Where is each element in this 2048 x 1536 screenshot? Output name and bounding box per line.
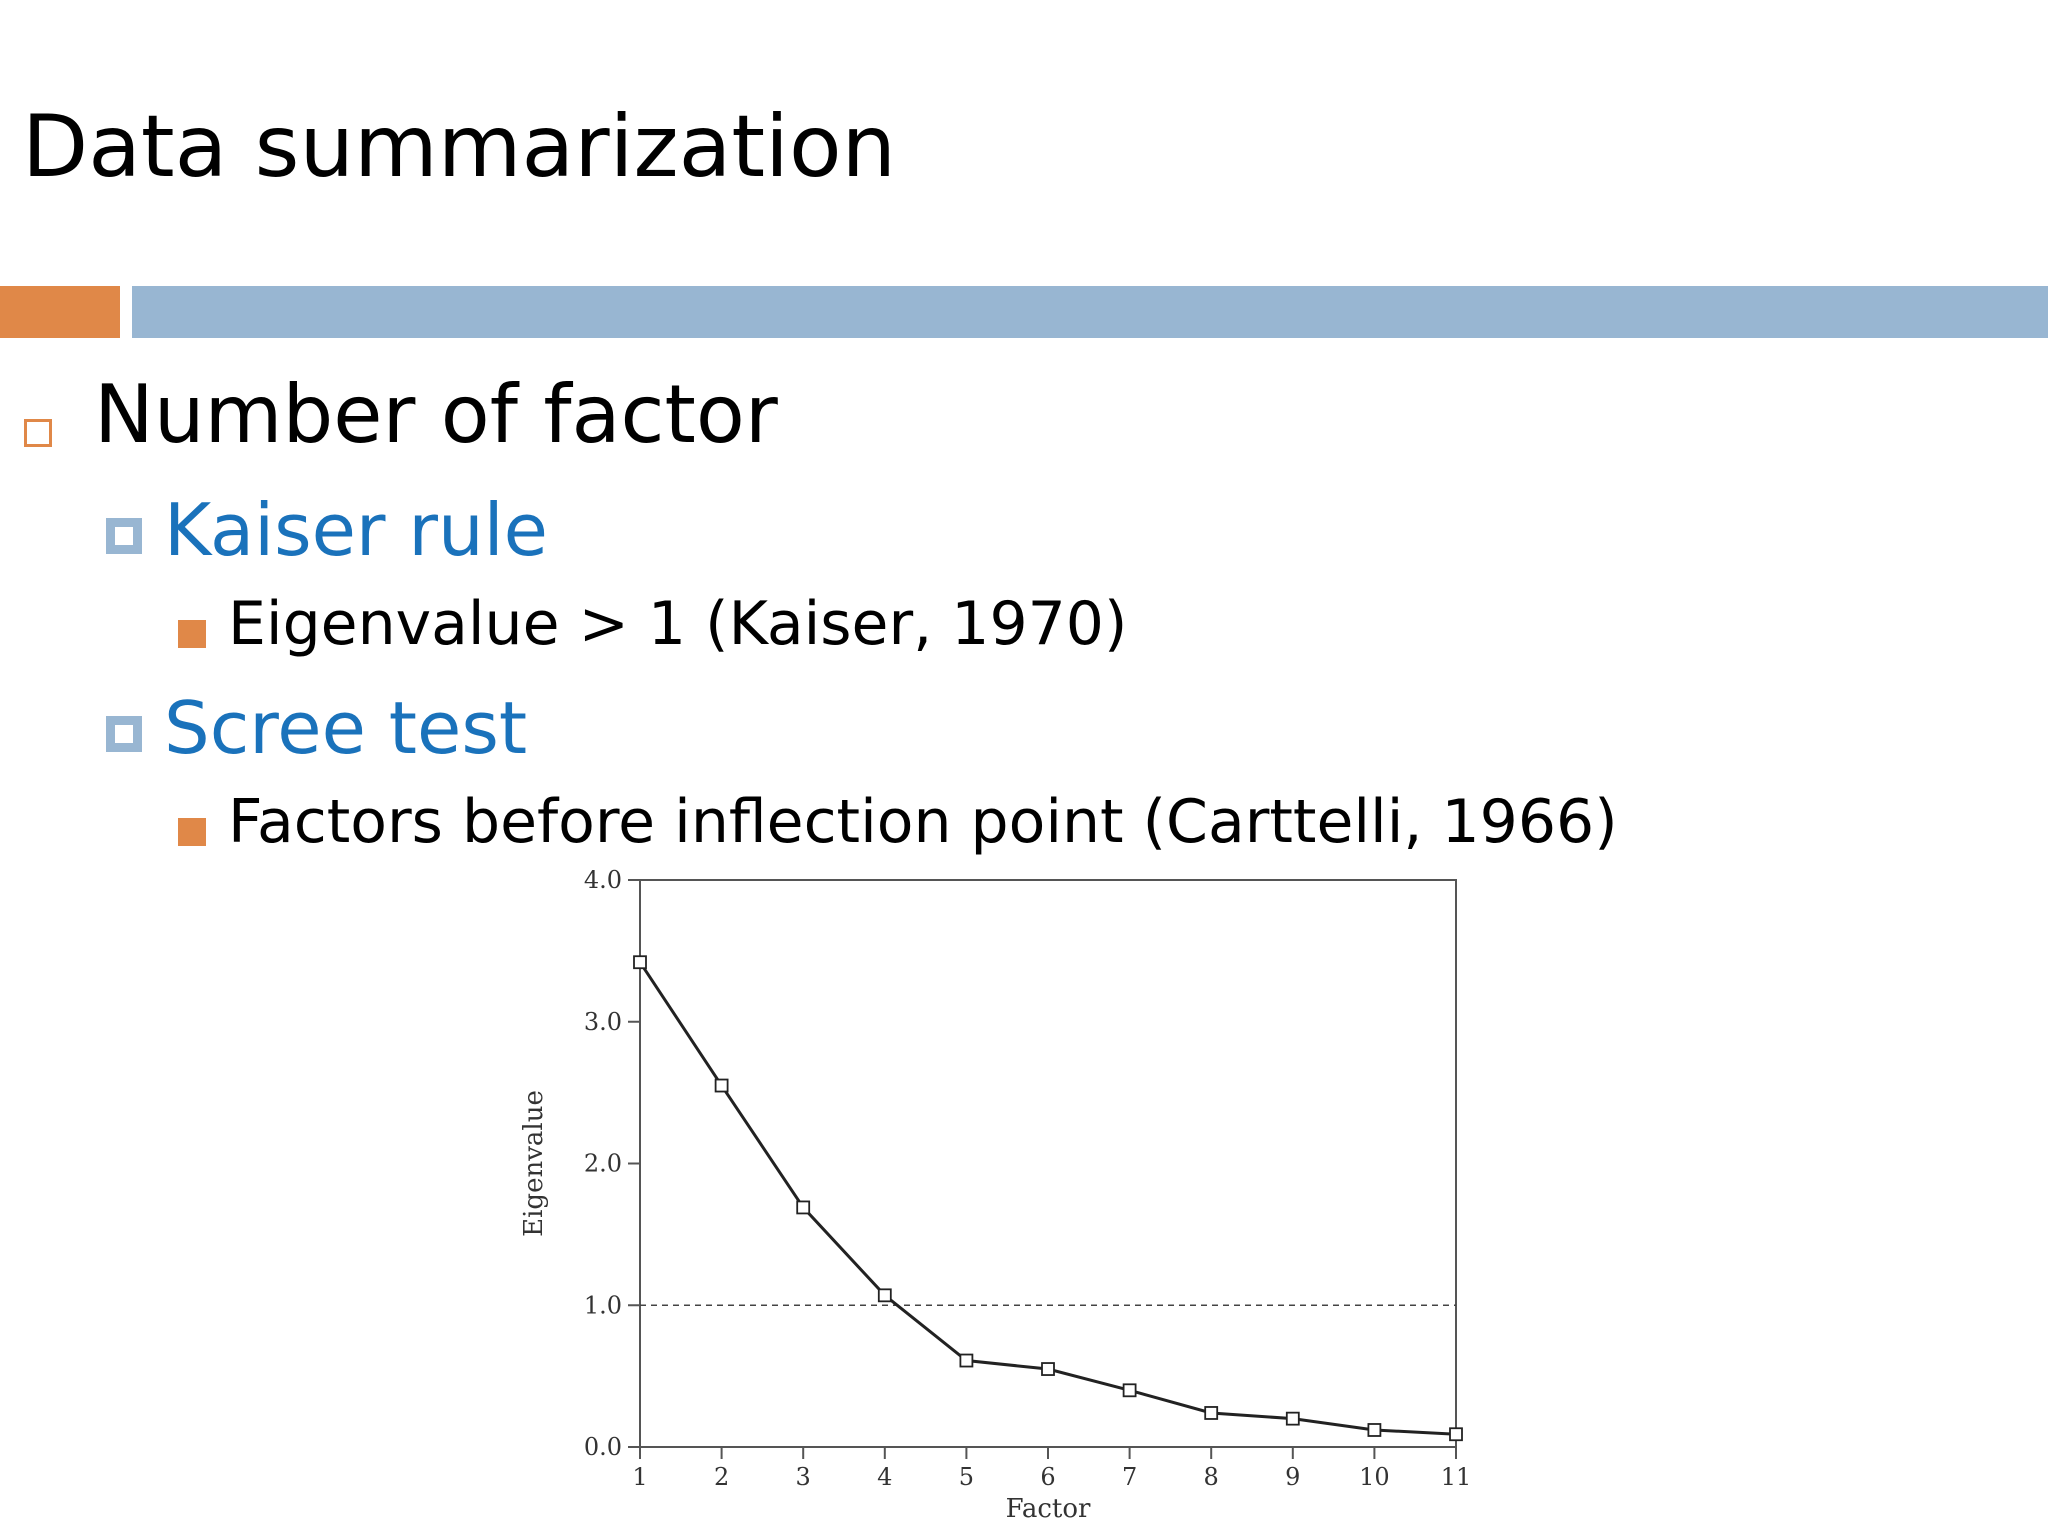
framed-square-bullet-icon: [106, 518, 142, 554]
data-point-marker: [1367, 1423, 1382, 1437]
accent-bar-orange: [0, 286, 120, 338]
x-tick-label: 5: [959, 1463, 974, 1491]
hollow-square-bullet-icon: [24, 419, 52, 447]
bullet-text: Eigenvalue > 1 (Kaiser, 1970): [228, 589, 1128, 659]
data-point-marker: [1285, 1411, 1300, 1426]
y-tick-label: 0.0: [584, 1433, 622, 1461]
x-tick-label: 6: [1040, 1463, 1055, 1491]
y-tick-label: 4.0: [584, 866, 622, 894]
data-point-marker: [959, 1353, 974, 1368]
bullet-text: Number of factor: [94, 368, 778, 461]
scree-plot-svg: 0.0 1.0 2.0 3.0 4.0 1 2 3 4 5 6 7 8 9 10 11 Factor Eigenv…: [519, 866, 1472, 1524]
data-point-marker: [714, 1078, 729, 1093]
data-point-marker: [1204, 1406, 1219, 1420]
data-point-marker: [877, 1288, 892, 1303]
data-point-marker: [796, 1200, 811, 1215]
accent-bar-blue: [132, 286, 2048, 338]
bullet-text: Factors before inflection point (Carttel…: [228, 787, 1618, 857]
plot-frame: [639, 879, 1457, 1448]
framed-square-bullet-icon: [106, 716, 142, 752]
x-tick-label: 10: [1359, 1463, 1390, 1491]
y-tick-label: 1.0: [584, 1291, 622, 1319]
y-tick-label: 3.0: [584, 1008, 622, 1036]
bullet-eigenvalue-rule: Eigenvalue > 1 (Kaiser, 1970): [178, 594, 1127, 654]
x-tick-label: 1: [632, 1463, 647, 1491]
bullet-number-of-factor: Number of factor: [22, 375, 778, 455]
x-tick-label: 11: [1441, 1463, 1472, 1491]
scree-plot: 0.0 1.0 2.0 3.0 4.0 1 2 3 4 5 6 7 8 9 10 11 Factor Eigenv…: [510, 860, 1490, 1536]
filled-square-bullet-icon: [178, 620, 206, 648]
bullet-kaiser-rule: Kaiser rule: [106, 494, 548, 566]
bullet-text: Kaiser rule: [164, 488, 548, 572]
data-point-marker: [633, 955, 647, 970]
x-tick-label: 3: [796, 1463, 811, 1491]
x-axis-label: Factor: [1006, 1494, 1091, 1524]
data-point-marker: [1449, 1427, 1463, 1442]
bullet-inflection-rule: Factors before inflection point (Carttel…: [178, 792, 1618, 852]
slide-title: Data summarization: [22, 97, 897, 197]
x-tick-label: 7: [1122, 1463, 1137, 1491]
x-tick-label: 2: [714, 1463, 729, 1491]
bullet-scree-test: Scree test: [106, 692, 527, 764]
bullet-text: Scree test: [164, 686, 528, 770]
data-point-marker: [1122, 1383, 1137, 1398]
x-tick-label: 4: [877, 1463, 892, 1491]
data-point-marker: [1041, 1362, 1055, 1376]
filled-square-bullet-icon: [178, 818, 206, 846]
y-tick-label: 2.0: [584, 1150, 622, 1178]
y-axis-label: Eigenvalue: [519, 1090, 549, 1237]
x-tick-label: 8: [1204, 1463, 1219, 1491]
x-tick-label: 9: [1285, 1463, 1300, 1491]
